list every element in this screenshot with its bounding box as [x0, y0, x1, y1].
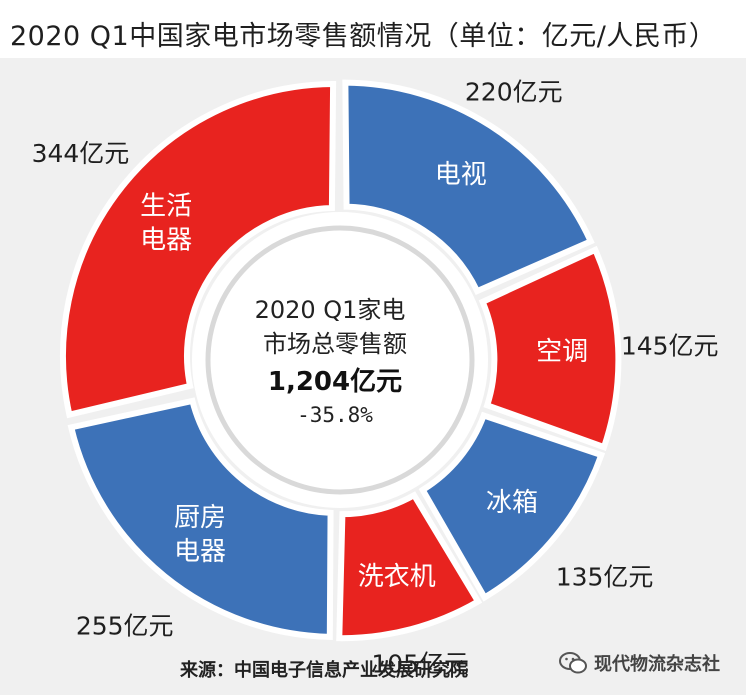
slice-name-4-1: 电器 [174, 537, 226, 567]
slice-name-1-0: 空调 [536, 337, 588, 367]
center-line1: 2020 Q1家电 [255, 296, 406, 324]
wechat-icon [559, 652, 587, 674]
source-note: 来源：中国电子信息产业发展研究院 [180, 660, 468, 681]
center-ring [205, 225, 475, 495]
slice-value-4: 255亿元 [76, 612, 174, 641]
slice-name-4-0: 厨房 [174, 503, 226, 533]
slice-name-5-1: 电器 [140, 225, 192, 255]
watermark: 现代物流杂志社 [558, 650, 720, 676]
slice-5 [60, 80, 337, 419]
slice-name-0-0: 电视 [435, 160, 487, 190]
slice-value-3: 105亿元 [371, 650, 469, 679]
center-change: -35.8% [297, 403, 373, 427]
slice-0 [342, 79, 595, 296]
slice-value-0: 220亿元 [465, 77, 563, 106]
center-line2: 市场总零售额 [263, 330, 407, 358]
slice-3 [336, 491, 483, 642]
slice-1 [478, 245, 622, 451]
slice-value-2: 135亿元 [556, 563, 654, 592]
slices-group [60, 79, 622, 642]
chart-title: 2020 Q1中国家电市场零售额情况（单位：亿元/人民币） [10, 21, 717, 52]
slice-4 [67, 397, 334, 640]
slice-2 [418, 411, 606, 602]
slice-name-3-0: 洗衣机 [358, 562, 436, 592]
center-total: 1,204亿元 [268, 367, 402, 397]
slice-name-5-0: 生活 [140, 191, 192, 221]
slice-value-5: 344亿元 [32, 139, 130, 168]
watermark-text: 现代物流杂志社 [594, 654, 720, 675]
slice-value-1: 145亿元 [621, 331, 719, 360]
slice-name-2-0: 冰箱 [486, 488, 538, 518]
